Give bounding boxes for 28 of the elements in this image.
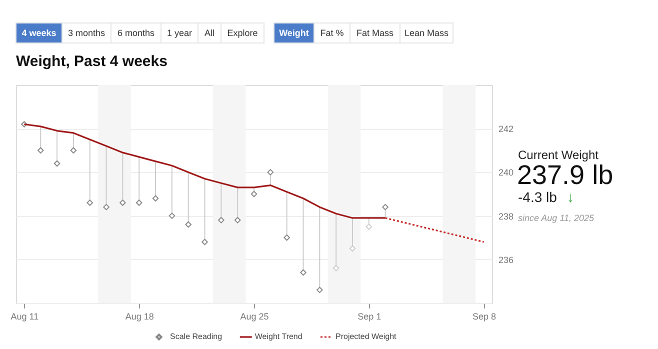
text: 1 year	[166, 28, 192, 38]
y-tick-label: 242	[498, 124, 514, 134]
text: Lean Mass	[404, 28, 450, 38]
legend-label: Weight Trend	[254, 332, 302, 341]
text: Weight	[279, 28, 309, 38]
y-tick-label: 236	[498, 254, 514, 265]
text: 237.9 lb	[517, 160, 614, 190]
x-tick-label: Sep 8	[472, 312, 496, 322]
text: Fat Mass	[356, 28, 394, 38]
text: Fat %	[320, 28, 344, 38]
text: -4.3 lb	[518, 189, 558, 205]
text: Explore	[227, 28, 258, 38]
text: ↓	[567, 189, 574, 205]
text: since Aug 11, 2025	[518, 213, 596, 223]
x-tick-label: Aug 11	[10, 312, 39, 322]
text: Current Weight	[518, 148, 600, 162]
legend-label: Projected Weight	[336, 332, 398, 341]
text: All	[204, 28, 215, 38]
y-tick-label: 240	[498, 168, 514, 178]
y-tick-label: 238	[498, 211, 514, 222]
legend-label: Scale Reading	[170, 332, 222, 341]
x-tick-label: Aug 18	[125, 312, 154, 322]
text: 4 weeks	[22, 28, 56, 38]
x-tick-label: Sep 1	[358, 312, 382, 322]
x-tick-label: Aug 25	[240, 312, 269, 322]
chart-title: Weight, Past 4 weeks	[16, 53, 168, 70]
text: 3 months	[68, 28, 106, 38]
text: 6 months	[117, 28, 156, 38]
